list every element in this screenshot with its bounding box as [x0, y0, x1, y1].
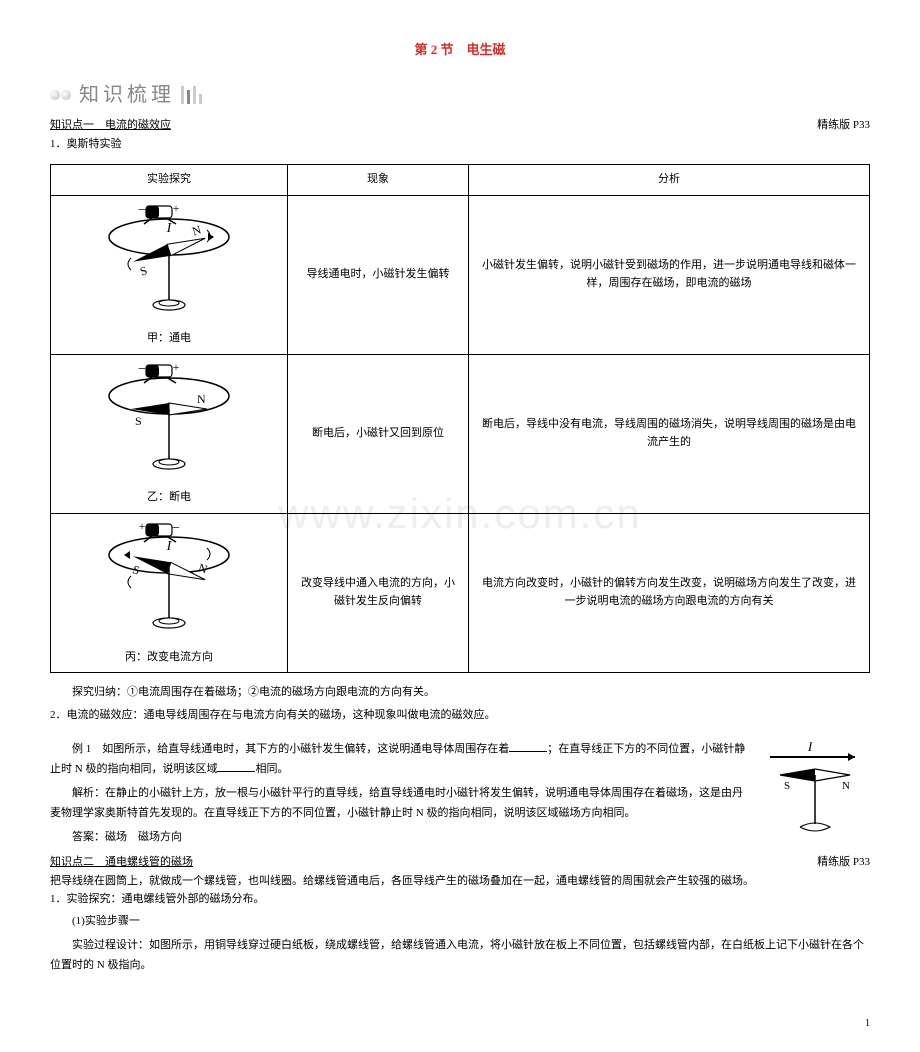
example1-figure: I S N: [760, 739, 870, 846]
svg-text:N: N: [190, 222, 203, 238]
svg-text:I: I: [807, 739, 813, 754]
blank: [217, 759, 255, 772]
analysis-3: 电流方向改变时，小磁针的偏转方向发生改变，说明磁场方向发生了改变，进一步说明电流…: [468, 513, 869, 672]
page-content: 第 2 节 电生磁 知识梳理 知识点一 电流的磁效应 精练版 P33 1．奥斯特…: [50, 40, 870, 976]
svg-text:+: +: [139, 520, 146, 533]
magnetic-effect-def: 2．电流的磁效应：通电导线周围存在与电流方向有关的磁场，这种现象叫做电流的磁效应…: [50, 707, 870, 725]
section-header-label: 知识梳理: [79, 79, 175, 111]
th-analysis: 分析: [468, 164, 869, 195]
kp2-ref: 精练版 P33: [817, 854, 870, 872]
header-bars: [181, 86, 202, 104]
kp2-sub1: 1．实验探究：通电螺线管外部的磁场分布。: [50, 891, 870, 909]
oersted-diagram-2: + − S N: [84, 361, 254, 481]
svg-text:S: S: [135, 414, 142, 428]
analysis-2: 断电后，导线中没有电流，导线周围的磁场消失，说明导线周围的磁场是由电流产生的: [468, 354, 869, 513]
kp1-title: 知识点一 电流的磁效应: [50, 117, 171, 135]
phenomenon-1: 导线通电时，小磁针发生偏转: [288, 195, 469, 354]
example1-answer: 答案：磁场 磁场方向: [50, 828, 750, 848]
table-summary: 探究归纳：①电流周围存在着磁场；②电流的磁场方向跟电流的方向有关。: [50, 683, 870, 703]
table-row: + − S N 乙：断电 断电后，小磁针又回到原位 断电后，导线中没有电流，导线周围的…: [51, 354, 870, 513]
svg-text:I: I: [166, 221, 173, 236]
svg-text:S: S: [138, 263, 149, 278]
table-row: + − I S N 甲：通电 导线通电时，小磁针发生偏转 小磁针发生偏转，说明小磁针受到…: [51, 195, 870, 354]
phenomenon-2: 断电后，小磁针又回到原位: [288, 354, 469, 513]
th-exp: 实验探究: [51, 164, 288, 195]
example1-explain: 解析：在静止的小磁针上方，放一根与小磁针平行的直导线，给直导线通电时小磁针将发生…: [50, 784, 750, 824]
diagram-caption-2: 乙：断电: [59, 489, 279, 507]
ex1-a: 例 1 如图所示，给直导线通电时，其下方的小磁针发生偏转，这说明通电导体周围存在…: [72, 743, 509, 755]
oersted-diagram-3: +−ISN: [84, 520, 254, 640]
kp1-row: 知识点一 电流的磁效应 精练版 P33: [50, 117, 870, 135]
svg-text:−: −: [138, 362, 146, 377]
svg-text:−: −: [138, 203, 146, 218]
kp2-row: 知识点二 通电螺线管的磁场 精练版 P33: [50, 854, 870, 872]
svg-text:+: +: [173, 361, 180, 374]
diagram-caption-1: 甲：通电: [59, 330, 279, 348]
svg-text:N: N: [197, 392, 206, 406]
table-row: +−ISN 丙：改变电流方向 改变导线中通入电流的方向，小磁针发生反向偏转 电流…: [51, 513, 870, 672]
experiment-table: 实验探究 现象 分析 + − I S N 甲：通电 导线通电时，小磁针发生偏转 小磁针发…: [50, 164, 870, 673]
svg-text:N: N: [842, 780, 850, 792]
example1-prompt: 例 1 如图所示，给直导线通电时，其下方的小磁针发生偏转，这说明通电导体周围存在…: [50, 739, 750, 781]
svg-text:−: −: [172, 521, 180, 536]
example1: I S N 例 1 如图所示，给直导线通电时，其下方的小磁针发生偏转，这说明通电…: [50, 739, 870, 848]
page-title: 第 2 节 电生磁: [50, 40, 870, 61]
header-dots: [50, 90, 71, 100]
svg-text:I: I: [166, 539, 173, 554]
kp2-step-text: 实验过程设计：如图所示，用铜导线穿过硬白纸板，绕成螺线管，给螺线管通入电流，将小…: [50, 936, 870, 976]
th-phen: 现象: [288, 164, 469, 195]
kp1-ref: 精练版 P33: [817, 117, 870, 135]
page-number: 1: [865, 1016, 870, 1032]
svg-text:+: +: [173, 202, 180, 215]
analysis-1: 小磁针发生偏转，说明小磁针受到磁场的作用，进一步说明通电导线和磁体一样，周围存在…: [468, 195, 869, 354]
svg-text:S: S: [131, 562, 142, 577]
kp2-step-label: (1)实验步骤一: [50, 912, 870, 932]
kp2-title: 知识点二 通电螺线管的磁场: [50, 854, 193, 872]
diagram-cell-1: + − I S N 甲：通电: [51, 195, 288, 354]
diagram-cell-3: +−ISN 丙：改变电流方向: [51, 513, 288, 672]
diagram-cell-2: + − S N 乙：断电: [51, 354, 288, 513]
ex1-c: 相同。: [255, 763, 288, 775]
kp1-sub1: 1．奥斯特实验: [50, 136, 870, 154]
oersted-diagram-1: + − I S N: [84, 202, 254, 322]
kp2-intro: 把导线绕在圆筒上，就做成一个螺线管，也叫线圈。给螺线管通电后，各匝导线产生的磁场…: [50, 873, 870, 891]
blank: [509, 739, 547, 752]
svg-text:S: S: [784, 780, 790, 792]
section-header: 知识梳理: [50, 79, 870, 111]
phenomenon-3: 改变导线中通入电流的方向，小磁针发生反向偏转: [288, 513, 469, 672]
diagram-caption-3: 丙：改变电流方向: [59, 649, 279, 667]
table-header-row: 实验探究 现象 分析: [51, 164, 870, 195]
example1-svg: I S N: [760, 739, 870, 839]
